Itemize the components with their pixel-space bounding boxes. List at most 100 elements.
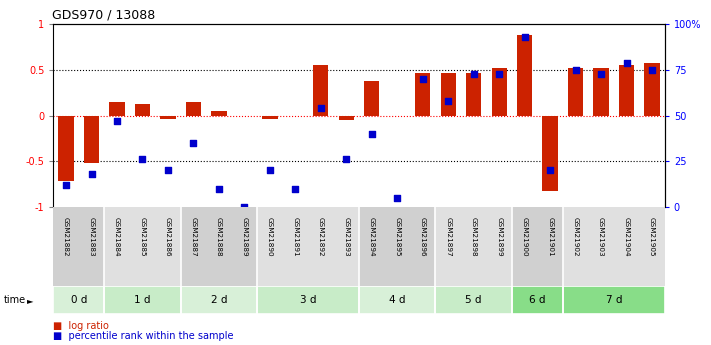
Bar: [129, 207, 155, 286]
Bar: [364, 81, 380, 116]
Bar: [441, 72, 456, 116]
Bar: [232, 207, 257, 286]
Bar: [181, 286, 257, 314]
Text: GSM21889: GSM21889: [242, 217, 247, 256]
Text: 1 d: 1 d: [134, 295, 151, 305]
Bar: [563, 286, 665, 314]
Bar: [359, 207, 385, 286]
Text: GSM21886: GSM21886: [165, 217, 171, 256]
Bar: [614, 207, 639, 286]
Text: GSM21902: GSM21902: [572, 217, 579, 256]
Text: 5 d: 5 d: [466, 295, 482, 305]
Point: [545, 168, 556, 173]
Bar: [542, 116, 557, 190]
Bar: [619, 65, 634, 116]
Point: [112, 118, 123, 124]
Bar: [435, 286, 512, 314]
Point: [315, 106, 326, 111]
Bar: [211, 111, 227, 116]
Bar: [491, 68, 507, 116]
Text: GSM21897: GSM21897: [445, 217, 451, 256]
Point: [417, 76, 429, 82]
Point: [188, 140, 199, 146]
Bar: [639, 207, 665, 286]
Point: [137, 157, 148, 162]
Text: GSM21882: GSM21882: [63, 217, 69, 256]
Text: GSM21903: GSM21903: [598, 217, 604, 256]
Bar: [105, 286, 181, 314]
Point: [341, 157, 352, 162]
Bar: [568, 68, 583, 116]
Point: [264, 168, 276, 173]
Bar: [257, 286, 359, 314]
Bar: [486, 207, 512, 286]
Bar: [84, 116, 100, 163]
Text: GSM21891: GSM21891: [292, 217, 299, 256]
Text: GSM21898: GSM21898: [471, 217, 476, 256]
Text: 3 d: 3 d: [300, 295, 316, 305]
Bar: [53, 207, 79, 286]
Bar: [135, 104, 150, 116]
Bar: [206, 207, 232, 286]
Bar: [359, 286, 435, 314]
Bar: [461, 207, 486, 286]
Bar: [466, 72, 481, 116]
Point: [595, 71, 606, 76]
Bar: [155, 207, 181, 286]
Bar: [105, 207, 129, 286]
Text: 4 d: 4 d: [389, 295, 405, 305]
Point: [289, 186, 301, 191]
Bar: [313, 65, 328, 116]
Bar: [644, 62, 660, 116]
Bar: [359, 286, 435, 314]
Bar: [53, 286, 105, 314]
Text: ►: ►: [27, 296, 33, 305]
Bar: [435, 286, 512, 314]
Point: [366, 131, 378, 137]
Text: ■  log ratio: ■ log ratio: [53, 321, 109, 331]
Point: [60, 182, 72, 188]
Bar: [517, 35, 533, 116]
Text: GSM21896: GSM21896: [419, 217, 426, 256]
Bar: [53, 286, 105, 314]
Bar: [161, 116, 176, 119]
Bar: [79, 207, 105, 286]
Bar: [308, 207, 333, 286]
Text: GSM21905: GSM21905: [649, 217, 655, 256]
Point: [442, 98, 454, 104]
Point: [162, 168, 173, 173]
Point: [646, 67, 658, 72]
Bar: [333, 207, 359, 286]
Bar: [415, 72, 430, 116]
Text: GSM21894: GSM21894: [369, 217, 375, 256]
Bar: [538, 207, 563, 286]
Text: GSM21901: GSM21901: [547, 217, 553, 256]
Bar: [58, 116, 74, 181]
Point: [239, 204, 250, 210]
Text: time: time: [4, 295, 26, 305]
Text: GSM21885: GSM21885: [139, 217, 146, 256]
Point: [468, 71, 479, 76]
Bar: [410, 207, 435, 286]
Text: GSM21888: GSM21888: [216, 217, 222, 256]
Text: GSM21899: GSM21899: [496, 217, 502, 256]
Bar: [594, 68, 609, 116]
Bar: [283, 207, 308, 286]
Text: 2 d: 2 d: [210, 295, 228, 305]
Bar: [257, 286, 359, 314]
Point: [570, 67, 582, 72]
Text: ■  percentile rank within the sample: ■ percentile rank within the sample: [53, 332, 234, 341]
Text: GSM21883: GSM21883: [89, 217, 95, 256]
Point: [519, 34, 530, 40]
Text: GSM21890: GSM21890: [267, 217, 273, 256]
Bar: [105, 286, 181, 314]
Bar: [257, 207, 283, 286]
Text: GSM21892: GSM21892: [318, 217, 324, 256]
Text: GSM21900: GSM21900: [522, 217, 528, 256]
Point: [392, 195, 403, 201]
Bar: [181, 286, 257, 314]
Point: [493, 71, 505, 76]
Bar: [435, 207, 461, 286]
Text: GSM21895: GSM21895: [395, 217, 400, 256]
Text: GSM21893: GSM21893: [343, 217, 349, 256]
